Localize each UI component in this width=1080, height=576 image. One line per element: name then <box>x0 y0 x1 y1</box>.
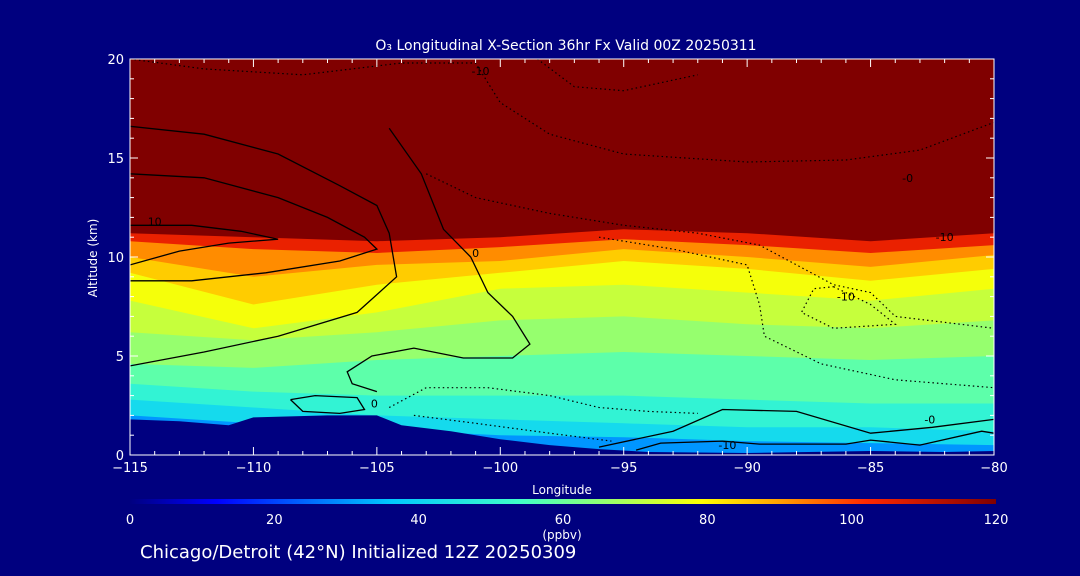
y-tick-label-4: 20 <box>107 53 124 68</box>
solid-contour-3 <box>346 127 531 393</box>
terrain-region <box>130 415 994 455</box>
solid-contour-5 <box>598 408 994 448</box>
x-tick-label-1: −110 <box>236 461 272 476</box>
solid-contour-2 <box>130 224 279 266</box>
contour-label-5: -0 <box>902 172 913 185</box>
colorbar-tick-label-2: 40 <box>410 513 427 528</box>
colorbar-tick-label-0: 0 <box>126 513 134 528</box>
contour-label-3: -10 <box>472 65 490 78</box>
solid-contour-0 <box>130 125 398 367</box>
dotted-contour-12 <box>413 414 612 442</box>
contour-label-0: 10 <box>148 215 162 228</box>
x-tick-label-4: −95 <box>610 461 637 476</box>
x-tick-label-3: −100 <box>482 461 518 476</box>
contour-label-2: 0 <box>371 398 378 411</box>
y-tick-label-1: 5 <box>116 350 124 365</box>
dotted-contour-9 <box>425 173 994 329</box>
colorbar-tick-label-4: 80 <box>699 513 716 528</box>
x-tick-label-2: −105 <box>359 461 395 476</box>
dotted-contour-11 <box>388 387 698 414</box>
y-tick-label-2: 10 <box>107 251 124 266</box>
dotted-contour-7 <box>130 59 994 163</box>
contour-label-8: -0 <box>924 413 935 426</box>
solid-contour-4 <box>290 394 366 415</box>
colorbar-tick-label-1: 20 <box>266 513 283 528</box>
dotted-contour-13 <box>800 286 897 329</box>
colorbar-tick-label-6: 120 <box>984 513 1009 528</box>
x-tick-label-7: −80 <box>980 461 1007 476</box>
x-tick-label-6: −85 <box>857 461 884 476</box>
solid-contour-6 <box>635 430 994 451</box>
y-tick-label-3: 15 <box>107 152 124 167</box>
contour-label-4: -10 <box>718 439 736 452</box>
plot-area: 10 0 0 -10 -10 -0 -10 -10 -0 <box>129 58 995 456</box>
chart-title: O₃ Longitudinal X-Section 36hr Fx Valid … <box>375 38 756 54</box>
contour-label-7: -10 <box>837 291 855 304</box>
colorbar-tick-label-5: 100 <box>839 513 864 528</box>
dotted-contour-8 <box>536 59 698 92</box>
x-axis-title: Longitude <box>532 483 592 497</box>
x-tick-label-5: −90 <box>733 461 760 476</box>
contour-label-1: 0 <box>472 247 479 260</box>
colorbar <box>130 499 996 504</box>
y-axis-title: Altitude (km) <box>86 219 100 298</box>
x-tick-label-0: −115 <box>112 461 148 476</box>
solid-contour-1 <box>130 173 379 282</box>
dotted-contour-10 <box>598 236 994 389</box>
footer-caption: Chicago/Detroit (42°N) Initialized 12Z 2… <box>140 542 577 563</box>
colorbar-tick-label-3: 60 <box>555 513 572 528</box>
contour-label-6: -10 <box>936 231 954 244</box>
y-tick-label-0: 0 <box>116 449 124 464</box>
colorbar-unit-label: (ppbv) <box>542 528 581 542</box>
